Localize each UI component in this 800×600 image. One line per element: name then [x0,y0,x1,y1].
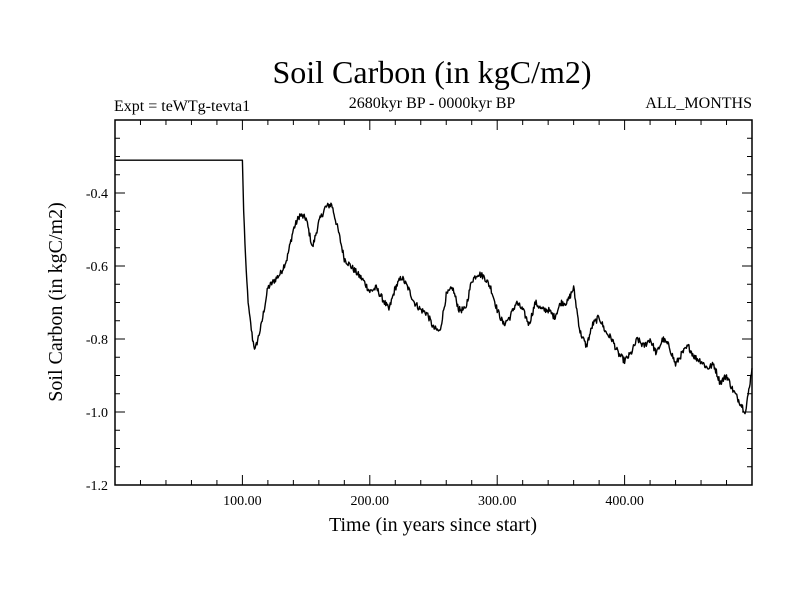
y-tick-label: -1.2 [86,479,108,494]
x-tick-label: 300.00 [478,494,517,509]
y-tick-label: -1.0 [86,406,108,421]
experiment-label: Expt = teWTg-tevta1 [114,98,250,115]
y-tick-label: -0.8 [86,333,108,348]
y-tick-label: -0.6 [86,260,108,275]
series-line [115,159,753,415]
x-axis-label: Time (in years since start) [329,514,537,536]
plot-frame [114,119,753,486]
x-tick-label: 200.00 [351,494,390,509]
x-tick-label: 400.00 [605,494,644,509]
chart-title: Soil Carbon (in kgC/m2) [272,54,591,90]
y-axis-label: Soil Carbon (in kgC/m2) [45,202,67,401]
y-tick-label: -0.4 [86,187,108,202]
x-tick-label: 100.00 [223,494,262,509]
time-range-label: 2680kyr BP - 0000kyr BP [349,95,516,112]
plot-area: 100.00 200.00 300.00 400.00 -0.4 -0.6 -0.8 -1.0… [86,119,753,509]
months-label: ALL_MONTHS [645,95,752,112]
